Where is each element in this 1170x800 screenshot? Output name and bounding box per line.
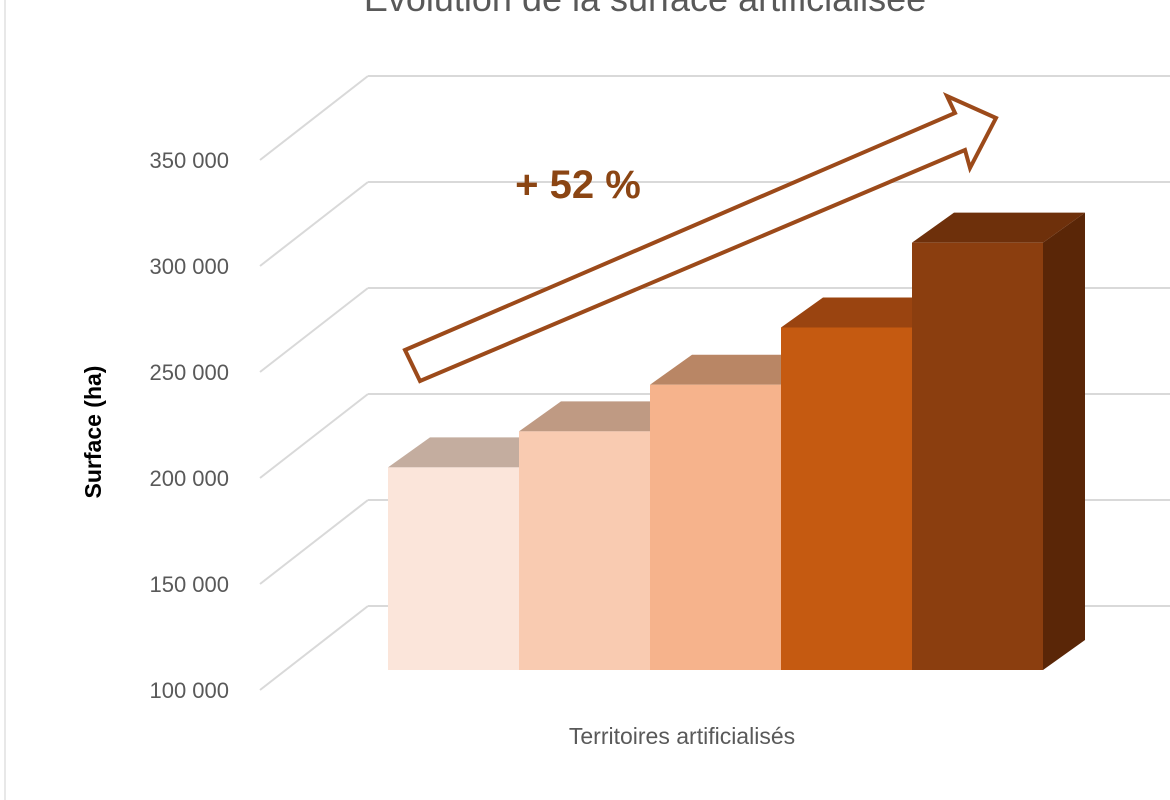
bar-front bbox=[912, 243, 1043, 670]
y-tick-label: 250 000 bbox=[149, 360, 229, 385]
y-tick-label: 300 000 bbox=[149, 254, 229, 279]
y-axis-label: Surface (ha) bbox=[80, 366, 106, 499]
bar-front bbox=[650, 385, 781, 670]
y-tick-label: 200 000 bbox=[149, 466, 229, 491]
y-axis-ticks: 100 000 150 000 200 000 250 000 300 000 350 0… bbox=[149, 148, 229, 703]
bar bbox=[912, 213, 1085, 670]
y-tick-label: 100 000 bbox=[149, 678, 229, 703]
y-tick-label: 150 000 bbox=[149, 572, 229, 597]
bar-front bbox=[519, 431, 650, 670]
bar-front bbox=[388, 467, 519, 670]
gridline bbox=[260, 76, 1170, 160]
y-tick-label: 350 000 bbox=[149, 148, 229, 173]
x-category-label: Territoires artificialisés bbox=[569, 723, 795, 749]
bars bbox=[388, 213, 1085, 670]
bar-side bbox=[1043, 213, 1085, 670]
growth-annotation: + 52 % bbox=[515, 163, 641, 207]
bar-front bbox=[781, 327, 912, 670]
